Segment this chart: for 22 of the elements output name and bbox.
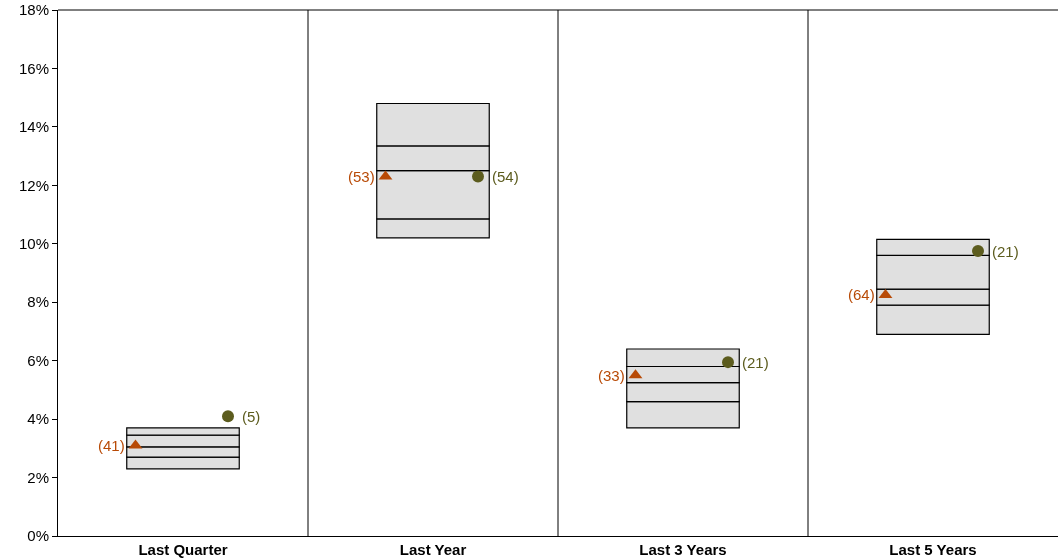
y-tick-label: 10% [18, 235, 49, 253]
y-tick-label: 4% [27, 410, 49, 428]
y-tick-label: 18% [18, 1, 49, 19]
annotation: (64) [848, 286, 875, 303]
y-tick-label: 2% [27, 468, 49, 486]
y-tick-label: 8% [27, 293, 49, 311]
y-tick-label: 6% [27, 351, 49, 369]
y-tick-label: 0% [27, 527, 49, 545]
annotation: (21) [992, 243, 1019, 260]
annotation: (54) [492, 168, 519, 185]
y-tick-label: 12% [18, 176, 49, 194]
x-tick-label: Last Quarter [138, 541, 228, 558]
y-tick-label: 14% [18, 118, 49, 136]
annotation: (41) [98, 437, 125, 454]
x-tick-label: Last 5 Years [889, 541, 977, 558]
annotation: (21) [742, 354, 769, 371]
annotation: (53) [348, 168, 375, 185]
annotation: (33) [598, 367, 625, 384]
x-tick-label: Last 3 Years [639, 541, 727, 558]
y-tick-label: 16% [18, 59, 49, 77]
annotation: (5) [242, 408, 261, 425]
x-tick-label: Last Year [399, 541, 467, 558]
